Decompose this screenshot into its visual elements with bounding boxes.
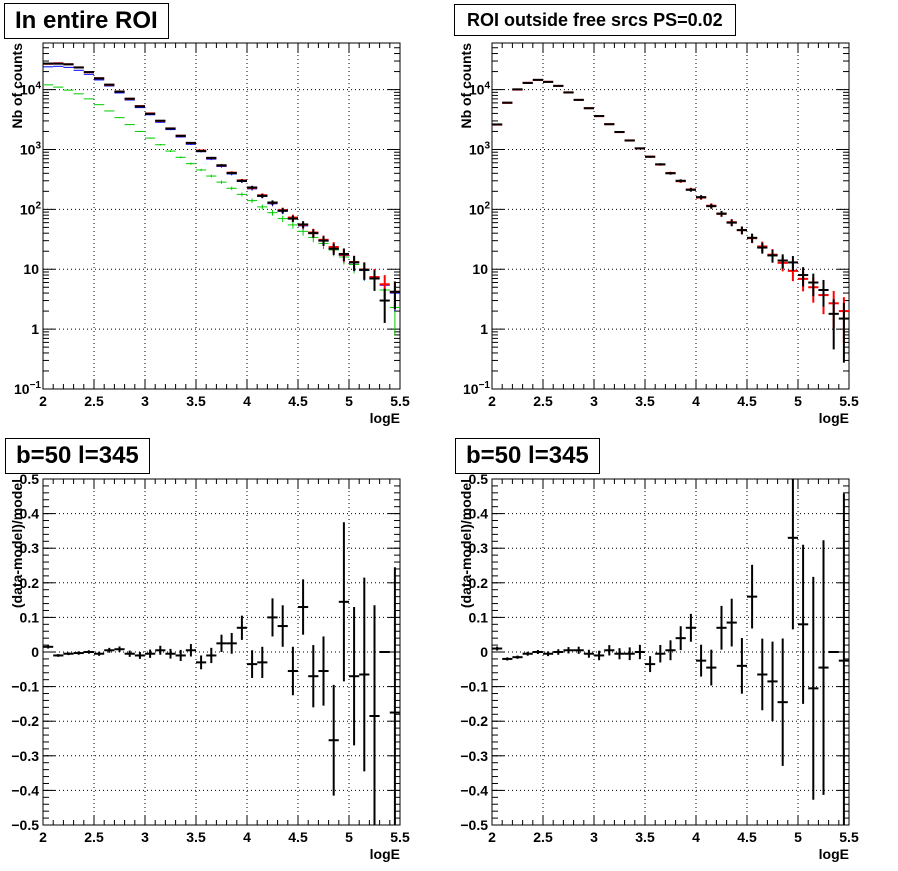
x-tick-label: 3: [590, 393, 598, 409]
x-axis-label: logE: [819, 846, 849, 862]
y-tick-label: −0.1: [460, 679, 488, 695]
x-tick-label: 2: [488, 393, 496, 409]
y-tick-label: 0: [31, 644, 39, 660]
y-tick-label: −0.5: [460, 817, 488, 833]
x-tick-label: 2.5: [533, 829, 553, 845]
y-tick-label: 0.1: [469, 609, 489, 625]
x-tick-label: 4: [243, 829, 251, 845]
y-tick-label: 10−1: [14, 380, 41, 397]
x-axis-label: logE: [370, 410, 400, 426]
series-group: [43, 522, 400, 825]
y-tick-exponent: 2: [484, 200, 490, 211]
x-tick-label: 4.5: [288, 393, 308, 409]
x-tick-label: 5.5: [839, 393, 859, 409]
panel-title-residuals-left: b=50 l=345: [5, 438, 150, 474]
y-tick-label: −0.2: [11, 713, 39, 729]
x-tick-label: 5.5: [390, 393, 410, 409]
x-tick-label: 4.5: [737, 393, 757, 409]
x-axis-label: logE: [819, 410, 849, 426]
y-tick-exponent: −1: [479, 380, 491, 391]
y-tick-exponent: 3: [35, 140, 41, 151]
x-tick-label: 2: [39, 829, 47, 845]
y-tick-label: 103: [469, 140, 491, 157]
y-tick-label: 0.3: [20, 540, 40, 556]
x-tick-label: 2: [39, 393, 47, 409]
series-group: [492, 78, 849, 363]
y-tick-label: −0.1: [11, 679, 39, 695]
x-tick-label: 5: [794, 393, 802, 409]
y-axis-label: Nb of counts: [9, 43, 25, 129]
y-tick-exponent: 4: [484, 81, 490, 92]
x-tick-label: 3: [141, 393, 149, 409]
x-tick-label: 4: [243, 393, 251, 409]
x-tick-label: 4: [692, 829, 700, 845]
x-tick-label: 2: [488, 829, 496, 845]
y-tick-label: −0.4: [460, 782, 488, 798]
x-tick-label: 3.5: [186, 829, 206, 845]
x-tick-label: 5.5: [839, 829, 859, 845]
y-axis-label: Nb of counts: [458, 43, 474, 129]
y-tick-label: 10: [23, 261, 39, 277]
y-tick-label: −0.5: [11, 817, 39, 833]
x-tick-label: 3.5: [635, 829, 655, 845]
y-tick-label: 0: [480, 644, 488, 660]
y-tick-label: 0.4: [469, 506, 489, 522]
x-tick-label: 3.5: [635, 393, 655, 409]
y-tick-label: 10−1: [463, 380, 490, 397]
y-tick-label: 1: [31, 321, 39, 337]
x-tick-label: 2.5: [84, 829, 104, 845]
x-tick-label: 5: [794, 829, 802, 845]
y-tick-exponent: 3: [484, 140, 490, 151]
y-tick-label: 0.2: [469, 575, 489, 591]
x-tick-label: 3: [590, 829, 598, 845]
y-tick-exponent: 2: [35, 200, 41, 211]
y-tick-label: −0.3: [11, 748, 39, 764]
series-group: [492, 479, 849, 825]
y-tick-label: 0.2: [20, 575, 40, 591]
y-tick-label: 0.4: [20, 506, 40, 522]
y-tick-exponent: 4: [35, 81, 41, 92]
series-group: [43, 62, 400, 336]
x-tick-label: 3: [141, 829, 149, 845]
y-tick-label: 10: [472, 261, 488, 277]
x-tick-label: 5.5: [390, 829, 410, 845]
x-tick-label: 4.5: [288, 829, 308, 845]
x-tick-label: 3.5: [186, 393, 206, 409]
y-tick-label: 103: [20, 140, 42, 157]
y-tick-label: 0.3: [469, 540, 489, 556]
y-tick-exponent: −1: [30, 380, 42, 391]
y-tick-label: 1: [480, 321, 488, 337]
y-axis-label: (data-model)/model: [458, 479, 474, 608]
y-tick-label: −0.2: [460, 713, 488, 729]
x-tick-label: 5: [345, 829, 353, 845]
x-tick-label: 2.5: [533, 393, 553, 409]
plot-frame: [491, 42, 850, 390]
y-axis-label: (data-model)/model: [9, 479, 25, 608]
y-tick-label: 0.1: [20, 609, 40, 625]
x-tick-label: 5: [345, 393, 353, 409]
y-tick-label: −0.3: [460, 748, 488, 764]
y-tick-label: 0.5: [469, 471, 489, 487]
x-axis-label: logE: [370, 846, 400, 862]
y-tick-label: 102: [20, 200, 42, 217]
y-tick-label: 0.5: [20, 471, 40, 487]
y-tick-label: −0.4: [11, 782, 39, 798]
y-tick-label: 102: [469, 200, 491, 217]
plot-frame: [42, 42, 401, 390]
x-tick-label: 2.5: [84, 393, 104, 409]
x-tick-label: 4.5: [737, 829, 757, 845]
panel-title-roi-outside: ROI outside free srcs PS=0.02: [454, 4, 736, 36]
x-tick-label: 4: [692, 393, 700, 409]
panel-title-residuals-right: b=50 l=345: [455, 438, 600, 474]
panel-title-entire-roi: In entire ROI: [4, 3, 169, 39]
